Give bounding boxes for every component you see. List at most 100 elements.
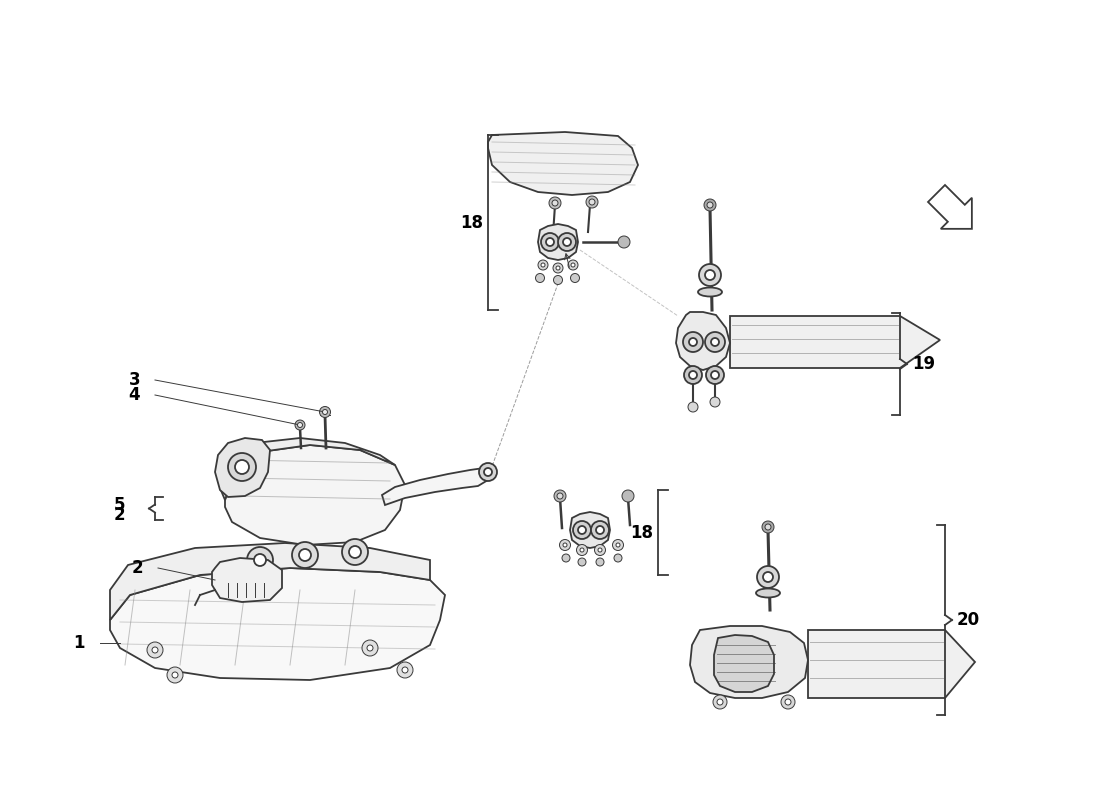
- Circle shape: [713, 695, 727, 709]
- Text: 2: 2: [113, 506, 125, 524]
- Circle shape: [541, 263, 544, 267]
- Circle shape: [596, 558, 604, 566]
- Ellipse shape: [756, 589, 780, 598]
- Circle shape: [152, 647, 158, 653]
- Circle shape: [292, 542, 318, 568]
- Text: 20: 20: [957, 611, 980, 629]
- Circle shape: [560, 539, 571, 550]
- Circle shape: [349, 546, 361, 558]
- Polygon shape: [690, 626, 808, 698]
- Polygon shape: [382, 468, 490, 505]
- Circle shape: [172, 672, 178, 678]
- Circle shape: [397, 662, 412, 678]
- Polygon shape: [214, 438, 270, 497]
- Circle shape: [757, 566, 779, 588]
- Circle shape: [580, 548, 584, 552]
- Circle shape: [552, 200, 558, 206]
- Circle shape: [478, 463, 497, 481]
- Circle shape: [785, 699, 791, 705]
- Ellipse shape: [698, 287, 722, 297]
- Circle shape: [707, 202, 713, 208]
- Circle shape: [563, 543, 566, 547]
- Circle shape: [705, 270, 715, 280]
- Text: 2: 2: [131, 559, 143, 577]
- Polygon shape: [212, 558, 282, 602]
- Polygon shape: [488, 132, 638, 195]
- Circle shape: [689, 338, 697, 346]
- Circle shape: [536, 274, 544, 282]
- Circle shape: [704, 199, 716, 211]
- Circle shape: [571, 274, 580, 282]
- Circle shape: [763, 572, 773, 582]
- Circle shape: [689, 371, 697, 379]
- Polygon shape: [928, 185, 972, 229]
- Text: 4: 4: [129, 386, 140, 404]
- Circle shape: [167, 667, 183, 683]
- Text: 18: 18: [460, 214, 483, 231]
- Circle shape: [781, 695, 795, 709]
- Circle shape: [297, 422, 302, 427]
- Circle shape: [613, 539, 624, 550]
- Circle shape: [598, 548, 602, 552]
- Circle shape: [586, 196, 598, 208]
- Circle shape: [705, 332, 725, 352]
- Circle shape: [576, 545, 587, 555]
- Text: 1: 1: [74, 634, 85, 652]
- Circle shape: [248, 547, 273, 573]
- Circle shape: [299, 549, 311, 561]
- Circle shape: [568, 260, 578, 270]
- Circle shape: [322, 410, 328, 414]
- Text: 3: 3: [129, 371, 140, 389]
- Circle shape: [235, 460, 249, 474]
- Circle shape: [549, 197, 561, 209]
- Circle shape: [558, 233, 576, 251]
- Circle shape: [538, 260, 548, 270]
- Circle shape: [319, 406, 330, 418]
- Circle shape: [596, 526, 604, 534]
- Circle shape: [553, 275, 562, 285]
- Circle shape: [556, 266, 560, 270]
- Circle shape: [711, 371, 719, 379]
- Text: 19: 19: [912, 355, 935, 373]
- Circle shape: [484, 468, 492, 476]
- Circle shape: [541, 233, 559, 251]
- Circle shape: [573, 521, 591, 539]
- Circle shape: [621, 490, 634, 502]
- Circle shape: [557, 493, 563, 499]
- Circle shape: [764, 524, 771, 530]
- Circle shape: [562, 554, 570, 562]
- Circle shape: [684, 366, 702, 384]
- Polygon shape: [730, 316, 940, 368]
- Circle shape: [578, 526, 586, 534]
- Circle shape: [706, 366, 724, 384]
- Circle shape: [367, 645, 373, 651]
- Circle shape: [588, 199, 595, 205]
- Circle shape: [711, 338, 719, 346]
- Polygon shape: [110, 543, 430, 620]
- Circle shape: [616, 543, 620, 547]
- Circle shape: [553, 263, 563, 273]
- Circle shape: [554, 490, 566, 502]
- Circle shape: [683, 332, 703, 352]
- Circle shape: [710, 397, 720, 407]
- Circle shape: [402, 667, 408, 673]
- Polygon shape: [714, 635, 774, 692]
- Polygon shape: [538, 224, 578, 260]
- Text: 5: 5: [113, 496, 125, 514]
- Polygon shape: [226, 445, 405, 545]
- Circle shape: [546, 238, 554, 246]
- Circle shape: [614, 554, 622, 562]
- Circle shape: [147, 642, 163, 658]
- Polygon shape: [110, 568, 446, 680]
- Circle shape: [717, 699, 723, 705]
- Circle shape: [591, 521, 609, 539]
- Circle shape: [688, 402, 698, 412]
- Circle shape: [698, 264, 720, 286]
- Polygon shape: [676, 312, 730, 370]
- Polygon shape: [570, 512, 611, 548]
- Polygon shape: [808, 630, 975, 698]
- Circle shape: [578, 558, 586, 566]
- Circle shape: [618, 236, 630, 248]
- Text: 18: 18: [630, 523, 653, 542]
- Circle shape: [571, 263, 575, 267]
